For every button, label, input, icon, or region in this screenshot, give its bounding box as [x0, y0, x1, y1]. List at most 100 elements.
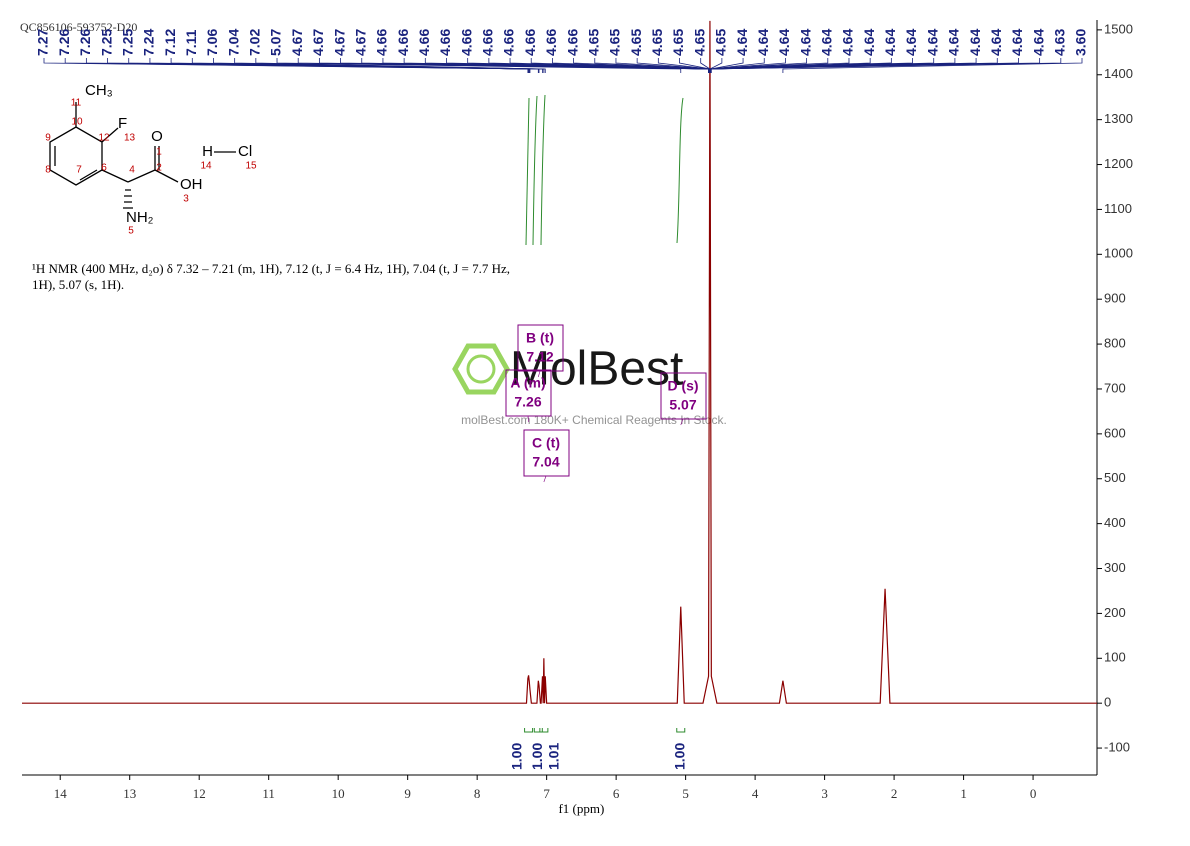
y-tick-label: 800 — [1104, 336, 1126, 351]
x-tick-label: 14 — [54, 786, 68, 801]
peak-label: 4.64 — [967, 29, 983, 56]
title: QC856106-593752-D20 — [20, 20, 137, 34]
peak-leader — [710, 58, 1062, 73]
multiplet-pointer — [527, 415, 529, 423]
watermark-brand: MolBest — [510, 343, 683, 396]
peak-label: 4.67 — [331, 29, 347, 56]
atom-number: 3 — [183, 194, 189, 205]
multiplet-shift: 7.26 — [514, 394, 541, 410]
x-tick-label: 8 — [474, 786, 481, 801]
peak-label: 4.67 — [352, 29, 368, 56]
integral-label: 1.00 — [529, 743, 545, 770]
peak-label: 4.64 — [882, 29, 898, 56]
y-tick-label: -100 — [1104, 740, 1130, 755]
atom-number: 5 — [128, 226, 134, 237]
peak-labels: 7.27 7.26 7.26 7.25 7.25 7.24 7.12 7.11 7.06 7.04… — [35, 29, 1089, 73]
description: 1H), 5.07 (s, 1H). — [32, 277, 124, 292]
peak-label: 4.66 — [416, 29, 432, 56]
atom-label: CH₃ — [85, 82, 113, 99]
x-tick-label: 0 — [1030, 786, 1037, 801]
peak-label: 4.66 — [458, 29, 474, 56]
peak-label: 7.06 — [204, 29, 220, 56]
y-tick-label: 1100 — [1104, 201, 1132, 216]
x-tick-label: 7 — [543, 786, 550, 801]
y-tick-label: 0 — [1104, 695, 1111, 710]
y-tick-label: 1500 — [1104, 21, 1133, 36]
x-tick-label: 11 — [262, 786, 275, 801]
peak-label: 4.66 — [564, 29, 580, 56]
peak-label: 4.64 — [776, 29, 792, 56]
y-tick-label: 100 — [1104, 650, 1126, 665]
integral-curves — [525, 94, 684, 246]
peak-label: 4.66 — [437, 29, 453, 56]
x-tick-label: 3 — [821, 786, 828, 801]
multiplet-pointer — [543, 475, 547, 483]
x-tick-label: 10 — [332, 786, 345, 801]
multiplet-box — [523, 429, 570, 477]
peak-leader — [710, 58, 744, 73]
peak-label: 7.12 — [162, 29, 178, 56]
multiplet-name: A (m) — [510, 375, 545, 391]
x-tick-label: 4 — [752, 786, 759, 801]
peak-label: 4.66 — [395, 29, 411, 56]
atom-number: 4 — [129, 165, 135, 176]
peak-label: 4.64 — [1030, 29, 1046, 56]
peak-label: 4.64 — [840, 29, 856, 56]
peak-leader — [709, 58, 723, 73]
peak-label: 4.63 — [1052, 29, 1068, 56]
peak-leader — [573, 58, 710, 73]
peak-label: 4.64 — [946, 29, 962, 56]
atom-number: 7 — [76, 165, 82, 176]
y-tick-label: 1400 — [1104, 66, 1133, 81]
peak-label: 4.67 — [289, 29, 305, 56]
peak-label: 7.24 — [141, 29, 157, 56]
peak-label: 4.67 — [310, 29, 326, 56]
peak-label: 4.65 — [649, 29, 665, 56]
peak-label: 7.04 — [225, 29, 241, 56]
x-tick-label: 12 — [193, 786, 206, 801]
atom-label: NH₂ — [126, 209, 154, 226]
atom-number: 14 — [200, 161, 212, 172]
atom-number: 2 — [156, 163, 162, 174]
multiplet-shift: 5.07 — [669, 397, 696, 413]
peak-label: 7.27 — [35, 29, 51, 56]
peak-label: 4.64 — [861, 29, 877, 56]
atom-label: F — [118, 115, 127, 132]
integral-label: 1.00 — [671, 743, 687, 770]
structure: CH₃ 11 10 F 13 12 9 8 7 6 4 O 1 2 OH 3 N… — [45, 82, 257, 237]
atom-number: 1 — [156, 147, 162, 158]
peak-label: 4.66 — [522, 29, 538, 56]
multiplet-box — [517, 324, 564, 372]
watermark: MolBest molBest.com 180K+ Chemical Reage… — [452, 343, 727, 427]
multiplet-name: D (s) — [667, 378, 698, 394]
peak-label: 4.65 — [691, 29, 707, 56]
description: ¹H NMR (400 MHz, d₂o) δ 7.32 – 7.21 (m, … — [32, 261, 510, 276]
peak-leader — [679, 58, 711, 73]
integral-bracket — [533, 728, 543, 733]
y-tick-label: 1200 — [1104, 156, 1133, 171]
y-tick-label: 200 — [1104, 605, 1126, 620]
peak-leader — [782, 58, 1083, 73]
peak-label: 4.65 — [607, 29, 623, 56]
y-tick-label: 600 — [1104, 425, 1126, 440]
peak-label: 7.25 — [119, 29, 135, 56]
integral-bracket — [524, 728, 534, 733]
y-tick-label: 300 — [1104, 560, 1126, 575]
integral-bracket — [539, 728, 549, 733]
x-tick-label: 13 — [123, 786, 136, 801]
integral-label: 1.01 — [546, 743, 562, 770]
atom-number: 10 — [71, 117, 83, 128]
atom-number: 8 — [45, 165, 51, 176]
peak-label: 4.66 — [501, 29, 517, 56]
multiplet-pointer — [538, 370, 541, 378]
peak-label: 4.64 — [903, 29, 919, 56]
peak-label: 4.64 — [734, 29, 750, 56]
peak-label: 4.64 — [755, 29, 771, 56]
y-tick-label: 1300 — [1104, 111, 1133, 126]
x-tick-label: 1 — [960, 786, 967, 801]
peak-label: 4.66 — [374, 29, 390, 56]
peak-label: 4.65 — [628, 29, 644, 56]
multiplet-name: B (t) — [526, 330, 554, 346]
x-tick-label: 5 — [682, 786, 689, 801]
peak-label: 5.07 — [268, 29, 284, 56]
